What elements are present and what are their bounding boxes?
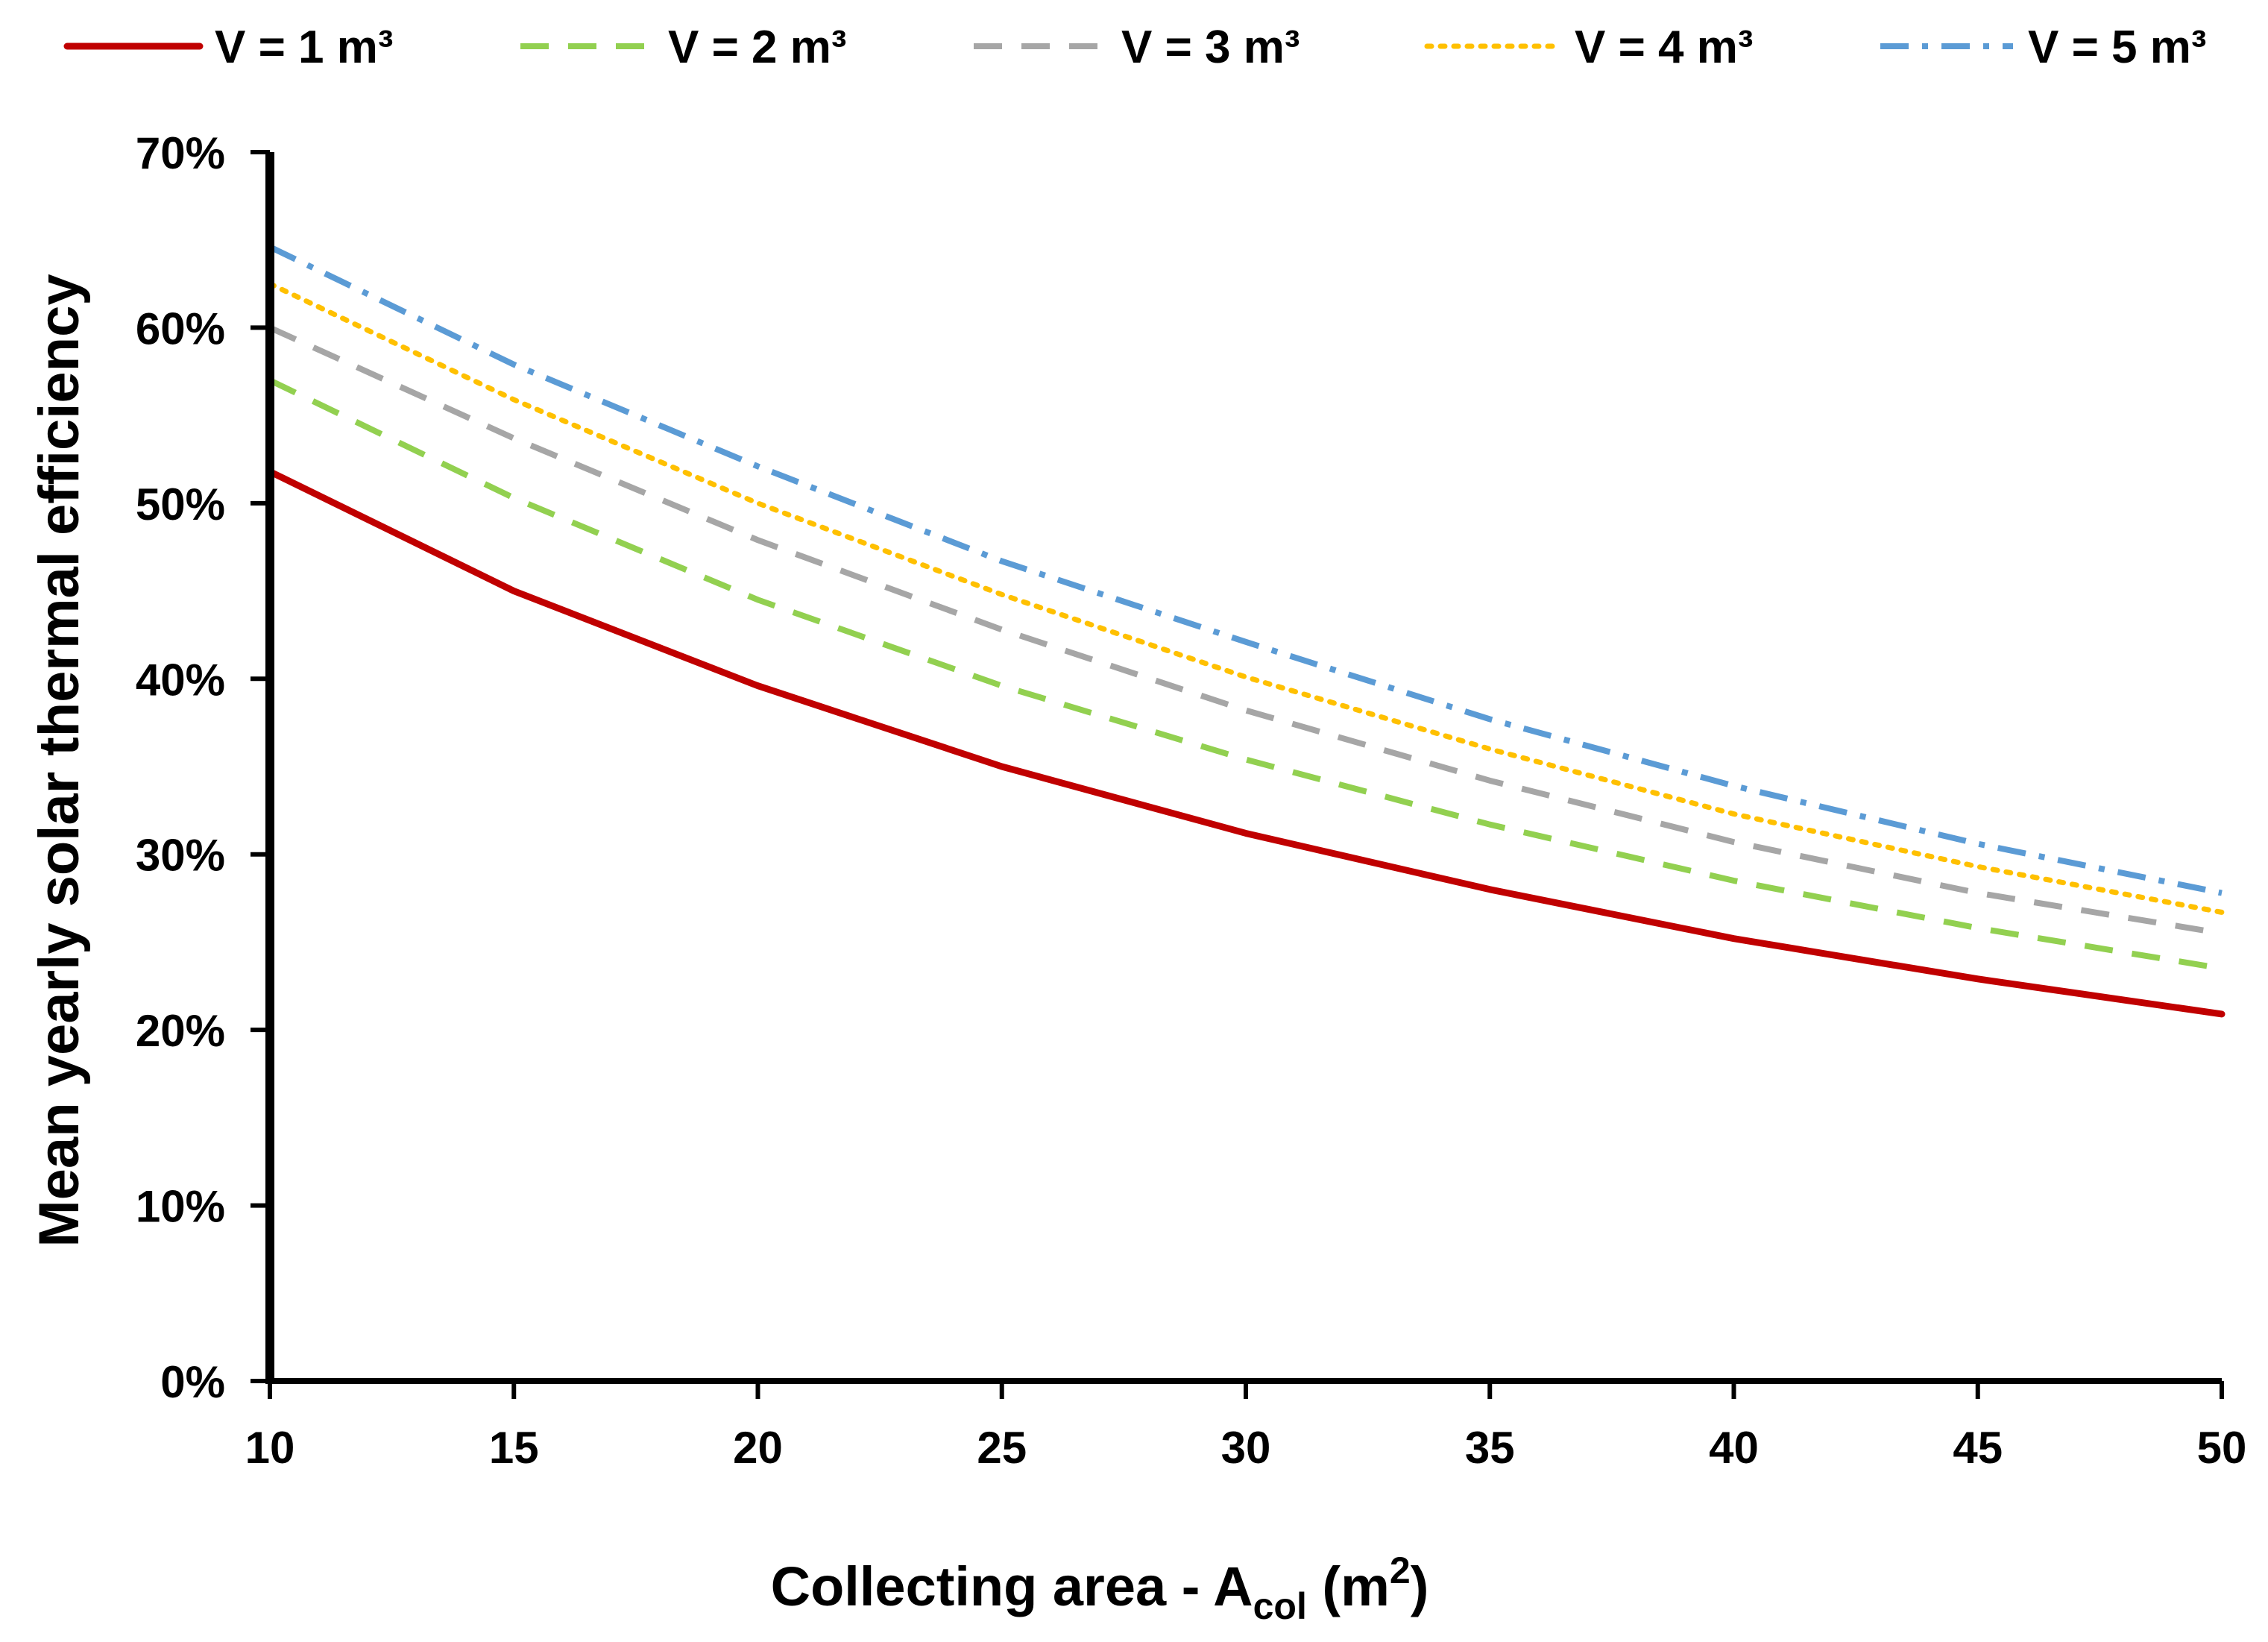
x-tick-label: 50 [2197, 1423, 2247, 1473]
x-tick-label: 40 [1709, 1423, 1759, 1473]
y-axis-title: Mean yearly solar thermal efficiency [28, 274, 91, 1247]
x-tick-label: 25 [977, 1423, 1027, 1473]
legend: V = 1 m³ V = 2 m³ V = 3 m³ V = 4 m³ V = 5 m³ [63, 22, 2207, 73]
series-line-v4 [267, 281, 2225, 915]
plot-lines [266, 244, 2226, 1018]
x-tick-label: 10 [245, 1423, 295, 1473]
x-axis-title-close: ) [1411, 1556, 1429, 1617]
x-axis-title-unit: (m [1307, 1556, 1390, 1617]
y-axis-ticks: 0% 10% 20% 30% 40% 50% 60% 70% [136, 128, 270, 1407]
x-tick-label: 35 [1465, 1423, 1515, 1473]
x-tick-label: 20 [733, 1423, 783, 1473]
x-tick-label: 45 [1953, 1423, 2003, 1473]
x-axis-title-main: Collecting area - A [771, 1556, 1253, 1617]
series-line-v2 [268, 377, 2223, 972]
y-tick-label: 0% [160, 1357, 225, 1407]
y-tick-label: 20% [136, 1006, 225, 1056]
x-axis-title-subscript: col [1253, 1585, 1307, 1627]
axes [265, 152, 2222, 1384]
y-tick-label: 70% [136, 128, 225, 178]
series-line-v1 [266, 468, 2226, 1018]
legend-label-v5: V = 5 m³ [2028, 22, 2207, 73]
y-tick-label: 30% [136, 831, 225, 881]
series-line-v5 [268, 244, 2223, 896]
legend-label-v3: V = 3 m³ [1121, 22, 1300, 73]
series-line-v3 [268, 324, 2223, 937]
legend-label-v1: V = 1 m³ [215, 22, 394, 73]
y-tick-label: 40% [136, 655, 225, 705]
x-tick-label: 30 [1221, 1423, 1271, 1473]
x-axis-ticks: 10 15 20 25 30 35 40 45 50 [245, 1381, 2247, 1473]
y-tick-label: 60% [136, 303, 225, 353]
y-tick-label: 50% [136, 479, 225, 529]
x-axis-title: Collecting area - Acol (m2) [771, 1550, 1429, 1627]
y-tick-label: 10% [136, 1182, 225, 1232]
legend-label-v4: V = 4 m³ [1575, 22, 1754, 73]
x-axis-title-exponent: 2 [1390, 1550, 1411, 1591]
x-tick-label: 15 [489, 1423, 539, 1473]
legend-label-v2: V = 2 m³ [668, 22, 847, 73]
